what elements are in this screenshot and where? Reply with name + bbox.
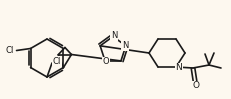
Text: O: O [102,57,109,66]
Text: O: O [192,81,199,90]
Text: Cl: Cl [53,57,61,66]
Text: Cl: Cl [5,46,14,55]
Text: N: N [175,63,182,72]
Text: N: N [121,41,128,50]
Text: N: N [110,31,117,40]
